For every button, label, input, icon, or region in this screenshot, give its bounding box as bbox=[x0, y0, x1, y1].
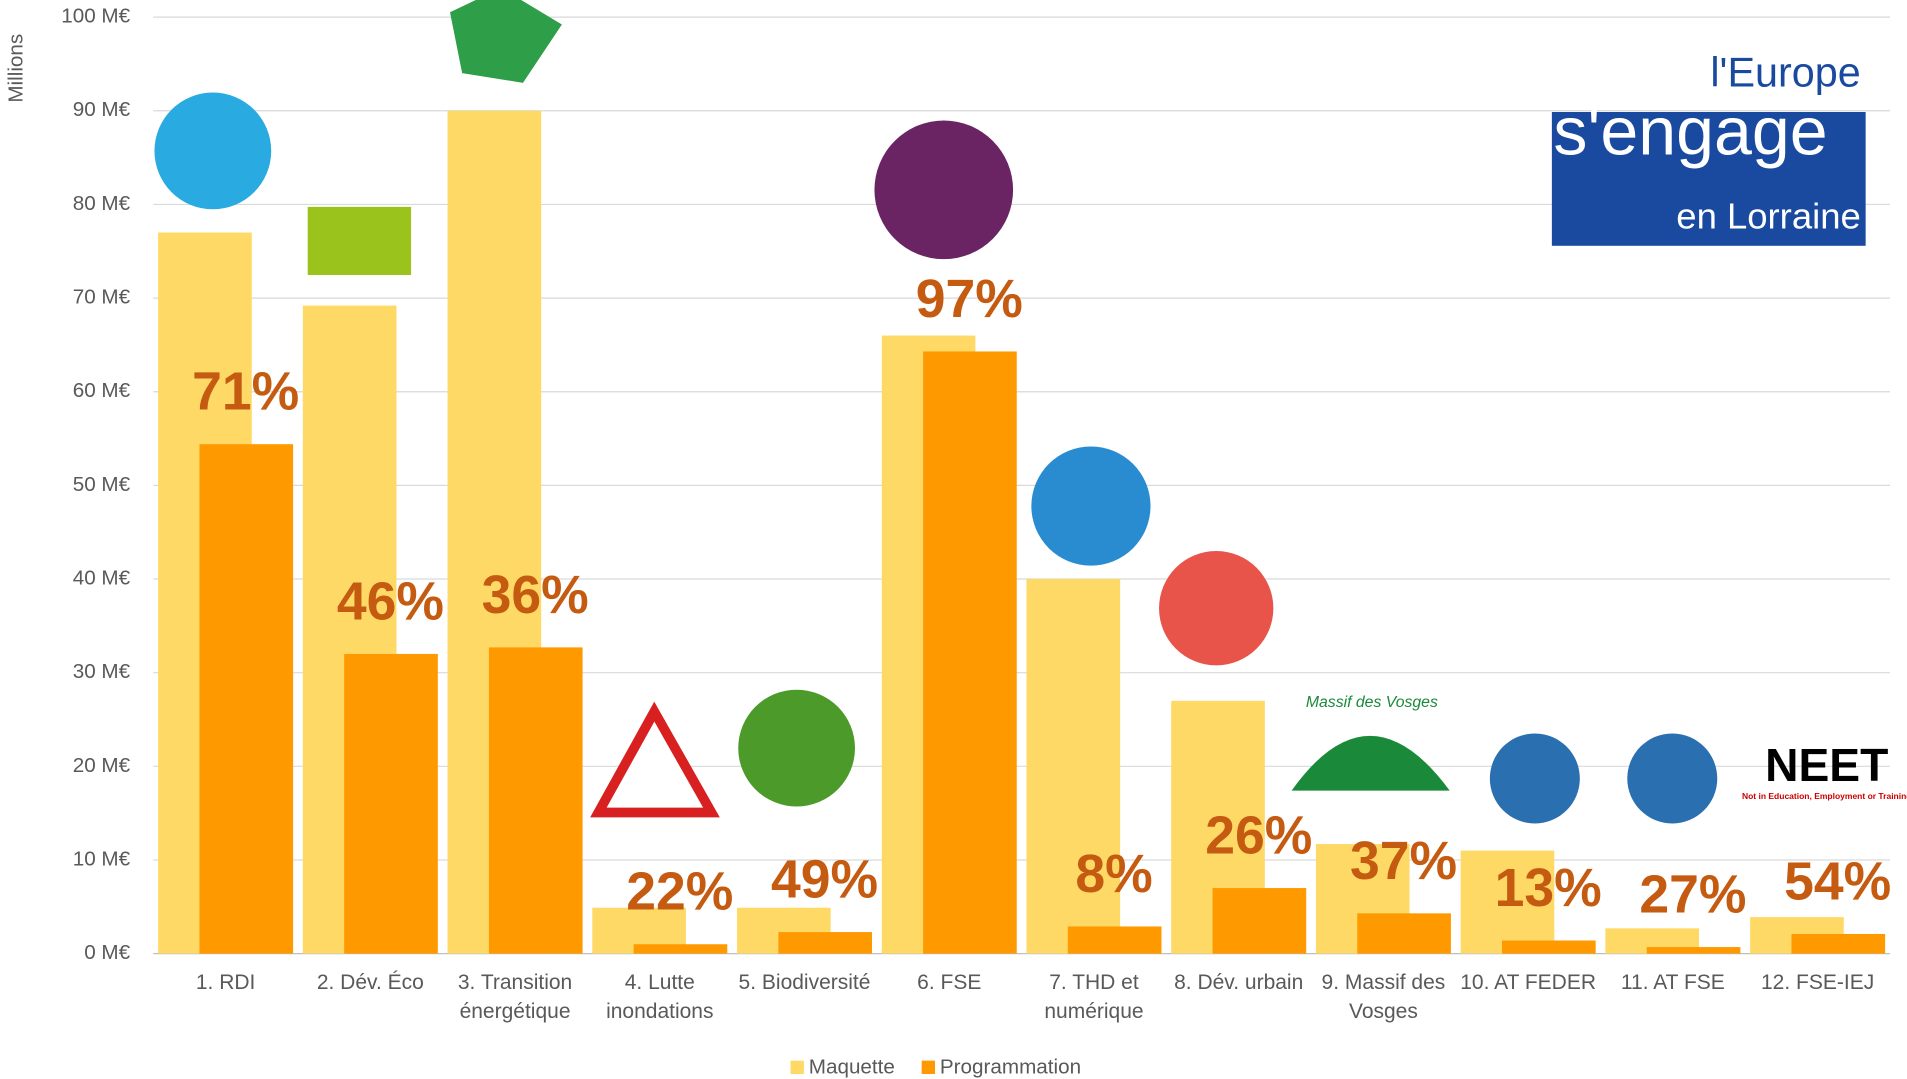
bar bbox=[923, 351, 1017, 953]
y-tick-label: 50 M€ bbox=[73, 473, 131, 496]
logo-text: en Lorraine bbox=[1676, 196, 1861, 237]
legend-swatch bbox=[922, 1061, 935, 1074]
icon bbox=[450, 0, 562, 83]
x-tick-label: 10. AT FEDER bbox=[1458, 968, 1599, 997]
y-tick-label: 20 M€ bbox=[73, 754, 131, 777]
x-tick-label: 2. Dév. Éco bbox=[300, 968, 441, 997]
icon bbox=[738, 690, 855, 807]
icon bbox=[154, 93, 271, 210]
legend-swatch bbox=[791, 1061, 804, 1074]
y-tick-label: 70 M€ bbox=[73, 286, 131, 309]
x-tick-label: 8. Dév. urbain bbox=[1168, 968, 1309, 997]
bar bbox=[1502, 941, 1596, 954]
rate-label: 22% bbox=[626, 863, 733, 922]
x-tick-label: 12. FSE-IEJ bbox=[1747, 968, 1888, 997]
x-tick-label: 5. Biodiversité bbox=[734, 968, 875, 997]
icon bbox=[1627, 733, 1717, 823]
rate-label: 27% bbox=[1639, 866, 1746, 925]
bar bbox=[199, 444, 293, 953]
icon-text: Massif des Vosges bbox=[1306, 694, 1438, 711]
icon bbox=[308, 207, 411, 275]
rate-label: 54% bbox=[1784, 852, 1891, 911]
rate-label: 8% bbox=[1075, 845, 1152, 904]
x-tick-label: 6. FSE bbox=[879, 968, 1020, 997]
y-tick-label: 40 M€ bbox=[73, 566, 131, 589]
rate-label: 26% bbox=[1205, 807, 1312, 866]
bar bbox=[1357, 913, 1451, 953]
x-tick-label: 9. Massif des Vosges bbox=[1313, 968, 1454, 1026]
rate-label: 36% bbox=[482, 566, 589, 625]
x-tick-label: 4. Lutte inondations bbox=[589, 968, 730, 1026]
icon bbox=[1031, 446, 1150, 565]
rate-label: 13% bbox=[1495, 859, 1602, 918]
icon-text: NEET bbox=[1765, 739, 1888, 791]
y-tick-label: 10 M€ bbox=[73, 847, 131, 870]
rate-label: 71% bbox=[192, 363, 299, 422]
legend-label: Programmation bbox=[940, 1055, 1081, 1078]
icon bbox=[1159, 551, 1273, 665]
bar bbox=[1213, 888, 1307, 954]
bar bbox=[489, 647, 583, 953]
icon-text: Not in Education, Employment or Training bbox=[1742, 791, 1907, 801]
rate-label: 46% bbox=[337, 572, 444, 631]
y-axis-label: Millions bbox=[4, 34, 27, 103]
rate-label: 49% bbox=[771, 851, 878, 910]
logo-text: l'Europe bbox=[1710, 49, 1860, 95]
icon bbox=[1292, 736, 1450, 791]
bar bbox=[1068, 926, 1162, 953]
x-tick-label: 11. AT FSE bbox=[1602, 968, 1743, 997]
rate-label: 97% bbox=[916, 270, 1023, 329]
chart: 0 M€ 10 M€ 20 M€ 30 M€ 40 M€ 50 M€ 60 M€ 70 M€ 8… bbox=[0, 0, 1907, 1079]
legend-label: Maquette bbox=[809, 1055, 895, 1078]
icon bbox=[598, 712, 711, 813]
page: 0 M€ 10 M€ 20 M€ 30 M€ 40 M€ 50 M€ 60 M€ 70 M€ 8… bbox=[0, 0, 1907, 1079]
x-tick-label: 3. Transition énergétique bbox=[445, 968, 586, 1026]
logo: l'Europe s'engage en Lorraine bbox=[1552, 49, 1866, 245]
logo-text: s'engage bbox=[1553, 93, 1827, 169]
y-tick-label: 30 M€ bbox=[73, 660, 131, 683]
x-tick-label: 7. THD et numérique bbox=[1023, 968, 1164, 1026]
y-tick-label: 60 M€ bbox=[73, 379, 131, 402]
bar bbox=[1791, 934, 1885, 954]
bar bbox=[778, 932, 872, 954]
bar bbox=[1647, 947, 1741, 954]
bar bbox=[634, 944, 728, 953]
rate-label: 37% bbox=[1350, 832, 1457, 891]
y-tick-label: 90 M€ bbox=[73, 98, 131, 121]
y-tick-label: 80 M€ bbox=[73, 192, 131, 215]
y-tick-label: 100 M€ bbox=[61, 5, 130, 28]
x-tick-label: 1. RDI bbox=[155, 968, 296, 997]
y-tick-label: 0 M€ bbox=[84, 941, 130, 964]
icon bbox=[874, 121, 1013, 260]
bar bbox=[344, 654, 438, 954]
icon bbox=[1490, 733, 1580, 823]
legend: Maquette Programmation bbox=[791, 1055, 1082, 1078]
